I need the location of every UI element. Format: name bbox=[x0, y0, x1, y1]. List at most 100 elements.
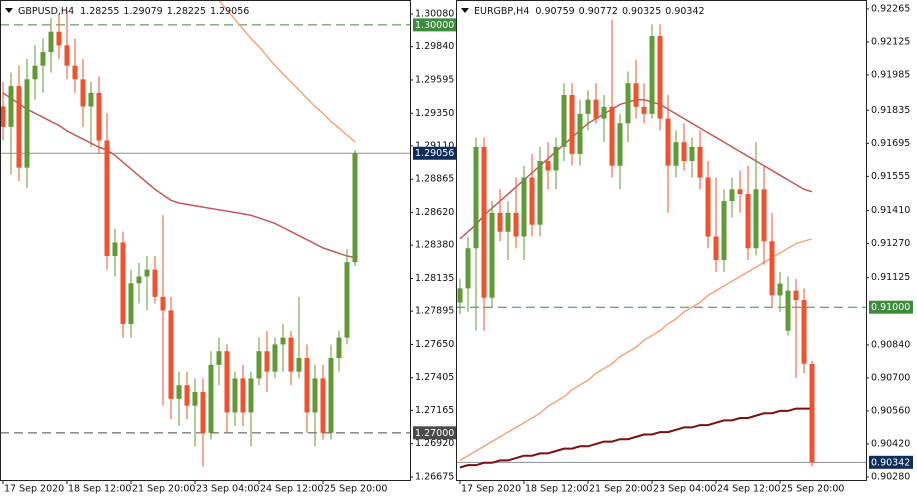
y-tick-label: 0.91270 bbox=[871, 238, 910, 249]
candle-body bbox=[32, 65, 38, 80]
candle-body bbox=[320, 378, 326, 433]
candle-body bbox=[553, 146, 559, 171]
level-box bbox=[869, 300, 913, 314]
y-tick-label: 1.27650 bbox=[415, 339, 454, 350]
header-field: 1.29056 bbox=[210, 6, 249, 17]
candle-body bbox=[601, 106, 607, 119]
candle-body bbox=[232, 378, 238, 413]
candle-body bbox=[8, 86, 14, 127]
y-tick-label: 1.29110 bbox=[415, 140, 454, 151]
candle-body bbox=[200, 392, 206, 433]
y-tick-label: 1.27165 bbox=[415, 405, 454, 416]
candle-body bbox=[777, 283, 783, 296]
y-tick-label: 0.91125 bbox=[871, 272, 910, 283]
candle-body bbox=[713, 236, 719, 261]
y-tick-label: 1.28865 bbox=[415, 174, 454, 185]
chart-header: EURGBP,H4 0.90759 0.90772 0.90325 0.90342 bbox=[474, 6, 705, 17]
y-tick-label: 0.91695 bbox=[871, 138, 910, 149]
x-tick-label: 24 Sep 12:00 bbox=[717, 484, 780, 495]
candle-body bbox=[312, 378, 318, 413]
y-tick-label: 1.27405 bbox=[415, 372, 454, 383]
candle-body bbox=[753, 189, 759, 249]
price-label: 0.90342 bbox=[871, 457, 910, 468]
candle-body bbox=[64, 45, 70, 66]
candle-body bbox=[24, 79, 30, 168]
candle-body bbox=[16, 86, 22, 168]
header-field: 0.90325 bbox=[622, 6, 661, 17]
candle-body bbox=[809, 364, 815, 463]
candle-body bbox=[168, 310, 174, 399]
level-label: 0.91000 bbox=[871, 302, 910, 313]
candle-body bbox=[272, 344, 278, 372]
x-tick-label: 23 Sep 04:00 bbox=[196, 484, 259, 495]
candle-body bbox=[304, 358, 310, 413]
candle-body bbox=[336, 337, 342, 359]
level-box bbox=[413, 426, 457, 440]
candle-body bbox=[521, 177, 527, 237]
x-tick-label: 21 Sep 20:00 bbox=[132, 484, 195, 495]
candle-body bbox=[769, 241, 775, 296]
candle-body bbox=[192, 392, 198, 406]
price-label: 1.29056 bbox=[415, 148, 454, 159]
moving-average bbox=[459, 238, 813, 462]
candle-body bbox=[665, 118, 671, 166]
y-tick-label: 0.91835 bbox=[871, 105, 910, 116]
y-tick-label: 1.27895 bbox=[415, 306, 454, 317]
header-field: 1.28225 bbox=[167, 6, 206, 17]
candle-body bbox=[120, 242, 126, 325]
candle-body bbox=[152, 269, 158, 297]
price-box bbox=[413, 146, 457, 160]
candle-body bbox=[505, 212, 511, 232]
candle-body bbox=[144, 269, 150, 277]
y-tick-label: 1.29840 bbox=[415, 41, 454, 52]
candle-body bbox=[328, 358, 334, 433]
candle-body bbox=[481, 146, 487, 298]
candle-body bbox=[569, 95, 575, 154]
plot-area bbox=[0, 0, 410, 467]
y-tick-label: 0.90700 bbox=[871, 372, 910, 383]
candle-body bbox=[793, 290, 799, 301]
candle-body bbox=[697, 146, 703, 178]
y-tick-label: 1.26920 bbox=[415, 438, 454, 449]
y-tick-label: 0.90840 bbox=[871, 339, 910, 350]
y-tick-label: 1.29350 bbox=[415, 108, 454, 119]
moving-average bbox=[459, 407, 812, 469]
candle-body bbox=[577, 113, 583, 154]
plot-area bbox=[456, 19, 866, 469]
candle-body bbox=[513, 212, 519, 237]
y-tick-label: 0.91985 bbox=[871, 69, 910, 80]
candle-body bbox=[40, 52, 46, 66]
candle-body bbox=[801, 300, 807, 364]
candle-body bbox=[465, 248, 471, 289]
candle-body bbox=[224, 351, 230, 413]
candle-body bbox=[96, 92, 102, 141]
plot-frame bbox=[456, 0, 867, 481]
header-field: 1.28255 bbox=[80, 6, 119, 17]
header-field: 0.90342 bbox=[665, 6, 704, 17]
x-tick-label: 24 Sep 12:00 bbox=[260, 484, 323, 495]
candle-body bbox=[457, 288, 463, 303]
y-tick-label: 1.29595 bbox=[415, 74, 454, 85]
candle-body bbox=[625, 83, 631, 124]
candle-body bbox=[256, 351, 262, 379]
x-tick-label: 21 Sep 20:00 bbox=[589, 484, 652, 495]
candle-body bbox=[617, 123, 623, 166]
candle-body bbox=[473, 146, 479, 249]
candle-body bbox=[585, 99, 591, 114]
y-tick-label: 1.28620 bbox=[415, 207, 454, 218]
candle-body bbox=[745, 194, 751, 249]
x-tick-label: 23 Sep 04:00 bbox=[653, 484, 716, 495]
y-tick-label: 1.30080 bbox=[415, 9, 454, 20]
candle-body bbox=[208, 364, 214, 433]
candle-body bbox=[48, 31, 54, 53]
candle-body bbox=[160, 296, 166, 311]
y-tick-label: 0.90420 bbox=[871, 438, 910, 449]
candle-body bbox=[112, 242, 118, 257]
level-box bbox=[413, 18, 457, 32]
candle-body bbox=[593, 99, 599, 119]
candle-body bbox=[705, 177, 711, 237]
x-tick-label: 17 Sep 2020 bbox=[461, 484, 521, 495]
candle-body bbox=[537, 161, 543, 225]
candle-body bbox=[248, 378, 254, 413]
